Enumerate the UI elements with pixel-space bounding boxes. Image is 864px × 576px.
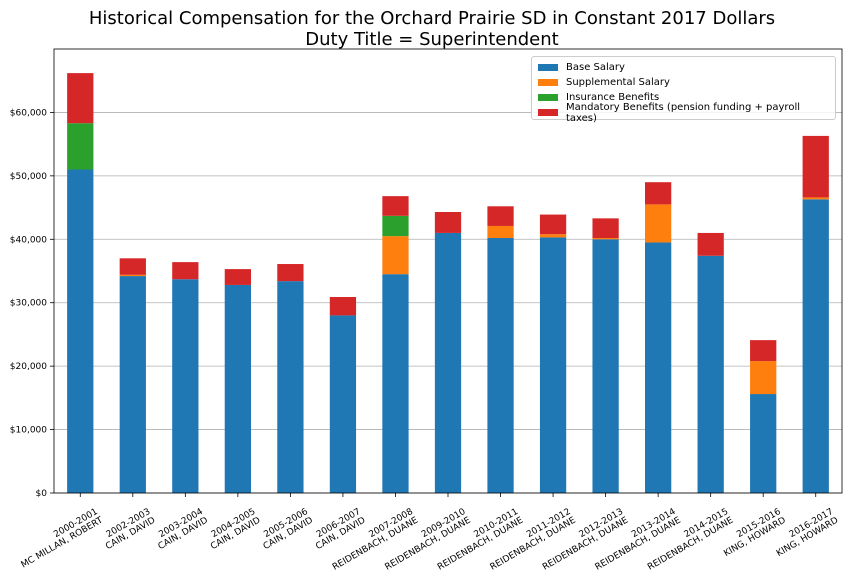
- bar-segment: [224, 269, 251, 285]
- bar-segment: [592, 238, 619, 240]
- bar-segment: [750, 394, 777, 493]
- bar-segment: [67, 123, 94, 170]
- bar-segment: [539, 237, 567, 493]
- legend-swatch: [538, 94, 558, 101]
- bar-segment: [434, 212, 462, 233]
- bar-segment: [592, 239, 619, 493]
- bar-segment: [645, 182, 672, 205]
- y-tick-label: $0: [36, 489, 48, 499]
- y-tick-label: $40,000: [10, 235, 47, 245]
- bar-segment: [382, 215, 409, 237]
- bar-segment: [224, 284, 251, 493]
- legend-label: Insurance Benefits: [566, 92, 660, 103]
- bar-segment: [119, 276, 146, 493]
- bar-segment: [539, 234, 567, 238]
- bar-segment: [434, 232, 462, 493]
- x-tick-label: 2005-2006CAIN, DAVID: [257, 507, 315, 552]
- bar-segment: [67, 169, 94, 493]
- bar-segment: [539, 214, 567, 235]
- chart-subtitle: Duty Title = Superintendent: [305, 29, 559, 50]
- chart-title: Historical Compensation for the Orchard …: [88, 8, 776, 29]
- bar-segment: [277, 264, 304, 282]
- x-tick-label-name: MC MILLAN, ROBERT: [20, 515, 106, 570]
- bar-segment: [802, 135, 829, 198]
- bar-segment: [172, 262, 199, 280]
- bar-segment: [592, 218, 619, 239]
- bar-segment: [382, 236, 409, 275]
- y-tick-label: $50,000: [10, 172, 47, 182]
- bar-segment: [697, 255, 724, 493]
- legend-label: Base Salary: [566, 62, 625, 73]
- legend-label: Supplemental Salary: [566, 77, 670, 88]
- x-tick-label: 2002-2003CAIN, DAVID: [99, 507, 157, 552]
- x-tick-label: 2003-2004CAIN, DAVID: [152, 507, 210, 552]
- bar-segment: [697, 232, 724, 256]
- bar-segment: [382, 274, 409, 493]
- bar-segment: [645, 204, 672, 243]
- x-tick-label: 2000-2001MC MILLAN, ROBERT: [15, 507, 106, 571]
- y-tick-label: $60,000: [10, 108, 47, 118]
- bar-segment: [645, 242, 672, 493]
- bar-segment: [119, 274, 146, 277]
- y-tick-label: $10,000: [10, 426, 47, 436]
- legend-swatch: [538, 64, 558, 71]
- bar-segment: [277, 281, 304, 493]
- x-tick-label: 2006-2007CAIN, DAVID: [309, 507, 367, 552]
- bar-segment: [750, 340, 777, 362]
- legend-entry: Mandatory Benefits (pension funding + pa…: [538, 102, 829, 124]
- bar-segment: [802, 197, 829, 200]
- legend-label: Mandatory Benefits (pension funding + pa…: [566, 101, 800, 124]
- x-tick-label: 2004-2005CAIN, DAVID: [204, 507, 262, 552]
- y-tick-label: $20,000: [10, 362, 47, 372]
- legend-swatch: [538, 109, 558, 116]
- bar-segment: [172, 279, 199, 493]
- bar-segment: [329, 297, 357, 316]
- chart-title-block: Historical Compensation for the Orchard …: [0, 8, 864, 50]
- bar-segment: [487, 206, 514, 226]
- legend-entry: Insurance Benefits: [538, 90, 829, 105]
- legend-entry: Supplemental Salary: [538, 75, 829, 90]
- bar-segment: [67, 73, 94, 124]
- bar-segment: [802, 199, 829, 493]
- bar-segment: [329, 315, 357, 493]
- legend-swatch: [538, 79, 558, 86]
- bar-segment: [750, 361, 777, 395]
- bar-segment: [382, 196, 409, 216]
- bar-segment: [487, 225, 514, 239]
- bar-segment: [487, 238, 514, 493]
- y-tick-label: $30,000: [10, 299, 47, 309]
- bar-segment: [119, 258, 146, 275]
- chart-legend: Base Salary Supplemental Salary Insurance …: [531, 56, 836, 124]
- legend-entry: Base Salary: [538, 60, 829, 75]
